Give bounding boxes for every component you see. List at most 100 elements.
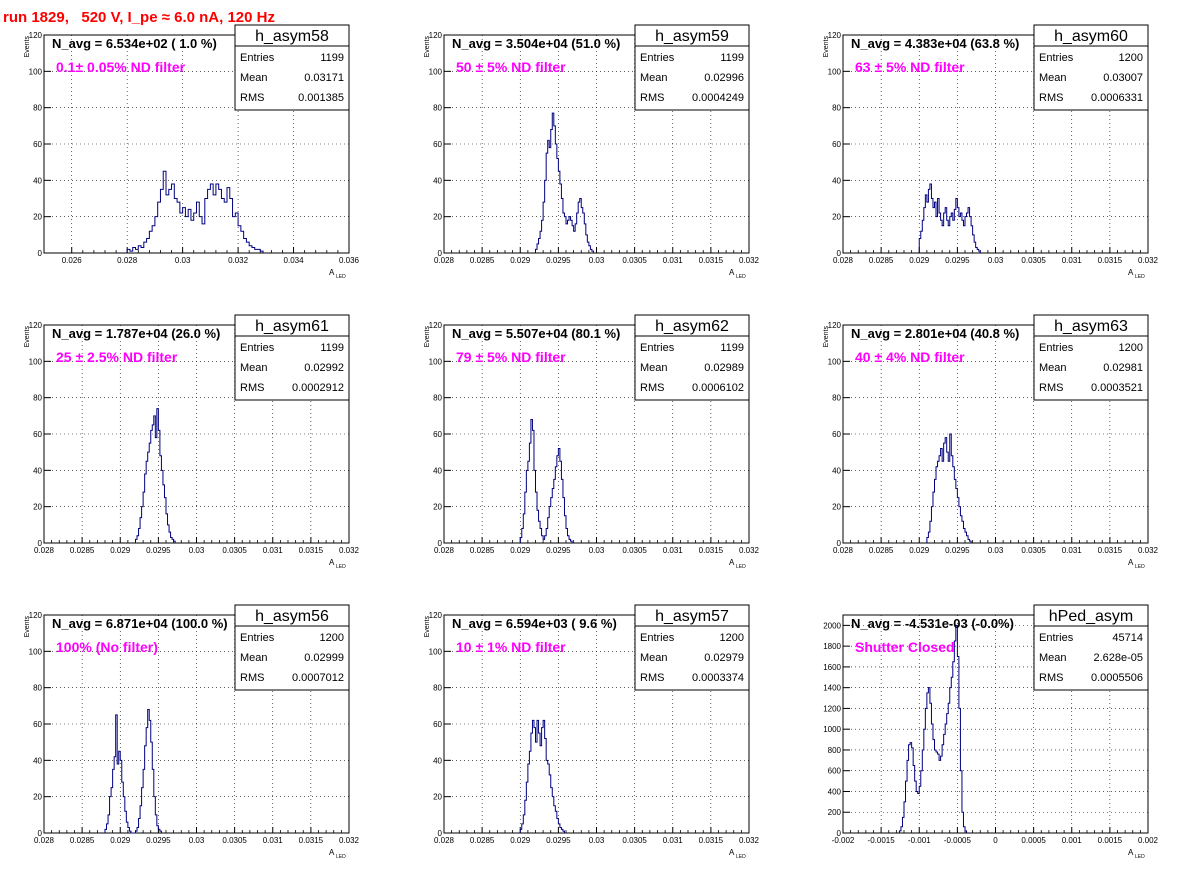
x-tick-label: 0.031	[1062, 256, 1083, 265]
y-tick-label: 40	[33, 466, 42, 475]
x-tick-label: 0.0315	[699, 256, 724, 265]
x-tick-label: 0.031	[1062, 546, 1083, 555]
x-tick-label: 0.031	[663, 546, 684, 555]
stats-label: RMS	[1039, 672, 1063, 684]
x-tick-label: 0.0305	[222, 836, 247, 845]
x-tick-label: 0.03	[589, 546, 605, 555]
y-tick-label: 0	[438, 829, 443, 838]
y-tick-label: 80	[433, 104, 442, 113]
stats-label: Entries	[640, 632, 675, 644]
y-tick-label: 20	[433, 503, 442, 512]
x-tick-label: 0.0005	[1021, 836, 1046, 845]
histogram-panel-h_asym58: 0.026 0.028 0.03 0.032 0.034 0.036 0 20 40 60 80 10…	[24, 24, 360, 280]
x-tick-label: 0.0295	[546, 546, 571, 555]
y-axis-label: Events	[424, 616, 431, 638]
stats-box: h_asym61 Entries 1199 Mean 0.02992 RMS 0.00029…	[234, 314, 350, 401]
stats-box: h_asym62 Entries 1199 Mean 0.02989 RMS 0.00061…	[634, 314, 750, 401]
x-tick-label: 0.028	[34, 836, 55, 845]
x-axis-label: A	[1128, 848, 1134, 857]
x-axis-label-subscript: LED	[1135, 854, 1145, 860]
stats-box-frame	[234, 604, 350, 691]
y-tick-label: 120	[828, 321, 842, 330]
stats-value: 0.0005506	[1091, 672, 1143, 684]
y-tick-label: 40	[433, 466, 442, 475]
navg-label: N_avg = 3.504e+04 (51.0 %)	[452, 36, 620, 51]
filter-annotation: 10 ± 1% ND filter	[456, 639, 566, 655]
x-axis-label-subscript: LED	[1135, 564, 1145, 570]
y-tick-label: 100	[29, 357, 43, 366]
x-tick-label: 0.026	[62, 256, 83, 265]
stats-label: Mean	[1039, 362, 1067, 374]
stats-label: Entries	[640, 52, 675, 64]
x-axis-label: A	[329, 558, 335, 567]
stats-value: 0.02979	[704, 652, 744, 664]
stats-value: 0.001385	[298, 92, 344, 104]
stats-label: Entries	[640, 342, 675, 354]
y-tick-label: 100	[29, 647, 43, 656]
stats-box-frame	[234, 314, 350, 401]
x-tick-label: 0.028	[833, 256, 854, 265]
y-axis-label: Events	[424, 36, 431, 58]
histogram-panel-h_asym57: 0.028 0.0285 0.029 0.0295 0.03 0.0305 0.031 0.0…	[424, 604, 760, 860]
y-tick-label: 2000	[823, 621, 841, 630]
y-tick-label: 800	[828, 746, 842, 755]
stats-box-frame	[634, 314, 750, 401]
x-tick-label: 0.029	[110, 546, 131, 555]
x-tick-label: 0.032	[739, 546, 760, 555]
y-tick-label: 20	[33, 503, 42, 512]
histogram-name: hPed_asym	[1049, 608, 1134, 625]
stats-value: 0.0004249	[692, 92, 744, 104]
y-tick-label: 20	[433, 793, 442, 802]
stats-value: 0.02989	[704, 362, 744, 374]
y-tick-label: 120	[429, 31, 443, 40]
stats-label: RMS	[640, 672, 664, 684]
y-tick-label: 40	[33, 756, 42, 765]
y-axis-label: Events	[823, 36, 830, 58]
x-tick-label: 0.0295	[146, 546, 171, 555]
x-tick-label: 0.0315	[699, 546, 724, 555]
x-tick-label: 0.029	[909, 546, 930, 555]
y-tick-label: 40	[832, 176, 841, 185]
stats-box-frame	[1033, 604, 1149, 691]
stats-box: h_asym63 Entries 1200 Mean 0.02981 RMS 0.00035…	[1033, 314, 1149, 401]
stats-value: 0.0003374	[692, 672, 744, 684]
stats-value: 0.02992	[304, 362, 344, 374]
stats-label: Entries	[240, 342, 275, 354]
histogram-panel-h_asym61: 0.028 0.0285 0.029 0.0295 0.03 0.0305 0.031 0.0…	[24, 314, 360, 570]
stats-label: Entries	[1039, 342, 1074, 354]
y-tick-label: 0	[38, 249, 43, 258]
x-tick-label: 0.032	[339, 836, 360, 845]
y-tick-label: 20	[433, 213, 442, 222]
stats-value: 2.628e-05	[1093, 652, 1143, 664]
navg-label: N_avg = -4.531e-03 (-0.0%)	[851, 616, 1014, 631]
stats-label: Entries	[240, 632, 275, 644]
x-tick-label: 0.03	[589, 256, 605, 265]
navg-label: N_avg = 4.383e+04 (63.8 %)	[851, 36, 1019, 51]
x-axis-label-subscript: LED	[1135, 274, 1145, 280]
histogram-name: h_asym57	[655, 608, 729, 625]
x-tick-label: 0.031	[263, 546, 284, 555]
stats-value: 1200	[320, 632, 344, 644]
y-tick-label: 1800	[823, 642, 841, 651]
x-tick-label: -0.001	[908, 836, 931, 845]
x-tick-label: 0.0285	[470, 836, 495, 845]
stats-label: Mean	[240, 652, 268, 664]
filter-annotation: 100% (No filter)	[56, 639, 158, 655]
histogram-panel-h_asym62: 0.028 0.0285 0.029 0.0295 0.03 0.0305 0.031 0.0…	[424, 314, 760, 570]
stats-box-frame	[634, 24, 750, 111]
y-tick-label: 1400	[823, 684, 841, 693]
navg-label: N_avg = 6.594e+03 ( 9.6 %)	[452, 616, 617, 631]
x-tick-label: 0.029	[110, 836, 131, 845]
x-tick-label: 0.0305	[622, 836, 647, 845]
y-tick-label: 120	[828, 31, 842, 40]
y-tick-label: 60	[832, 140, 841, 149]
y-tick-label: 60	[832, 430, 841, 439]
histogram-name: h_asym61	[255, 318, 329, 335]
histogram-line	[918, 183, 981, 253]
stats-label: Mean	[1039, 652, 1067, 664]
y-tick-label: 120	[29, 611, 43, 620]
y-tick-label: 20	[832, 213, 841, 222]
x-axis-label-subscript: LED	[336, 564, 346, 570]
run-title: run 1829, 520 V, I_pe ≈ 6.0 nA, 120 Hz	[3, 9, 275, 26]
x-tick-label: 0.032	[739, 836, 760, 845]
